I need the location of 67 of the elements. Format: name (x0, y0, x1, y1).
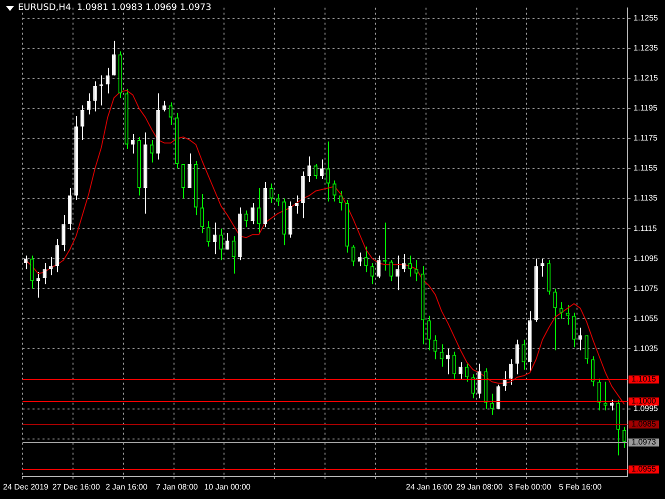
candlestick (80, 104, 84, 140)
candlestick (553, 288, 557, 351)
candlestick (49, 256, 53, 276)
y-tick-label: 1.1055 (634, 314, 659, 323)
x-tick-label: 24 Dec 2019 (3, 482, 49, 492)
y-tick-label: 1.1255 (634, 14, 659, 23)
candlestick (572, 312, 576, 348)
x-tick-label: 29 Jan 08:00 (456, 482, 504, 492)
candlestick (332, 180, 336, 202)
ref-line-label: 1.0985 (632, 420, 657, 429)
candlestick (471, 374, 476, 399)
candlestick (590, 356, 595, 387)
candlestick (364, 246, 368, 273)
candlestick (458, 362, 462, 380)
x-tick-label: 10 Jan 00:00 (204, 482, 252, 492)
y-tick-label: 1.1035 (634, 344, 659, 353)
x-tick-label: 7 Jan 08:00 (156, 482, 198, 492)
y-tick-label: 1.1115 (634, 224, 658, 233)
candlestick (320, 158, 324, 180)
candlestick (168, 102, 173, 126)
candlestick (490, 393, 494, 416)
candlestick (622, 426, 626, 448)
chart-title: EURUSD,H4 1.0981 1.0983 1.0969 1.0973 (18, 3, 212, 13)
candlestick (446, 348, 450, 375)
candlestick (314, 164, 318, 180)
candlestick (352, 244, 356, 267)
candlestick (250, 202, 254, 225)
candlestick (206, 220, 210, 248)
x-tick-label: 27 Dec 16:00 (52, 482, 100, 492)
candlestick (427, 315, 431, 351)
y-tick-label: 1.1195 (634, 104, 658, 113)
candlestick (112, 40, 116, 76)
candlestick (30, 255, 34, 290)
candlestick (440, 344, 444, 368)
y-tick-label: 1.1175 (634, 134, 658, 143)
ref-line-label: 1.0955 (632, 464, 657, 474)
ref-line-label: 1.1000 (632, 396, 657, 406)
y-tick-label: 1.1235 (634, 44, 659, 53)
y-tick-label: 1.1155 (634, 164, 658, 173)
y-tick-label: 1.1215 (634, 74, 659, 83)
candlestick (478, 363, 482, 399)
ref-line-label: 1.1015 (632, 374, 657, 384)
candlestick (256, 188, 261, 234)
y-tick-label: 1.0995 (634, 404, 659, 414)
candlestick (509, 358, 513, 386)
candlestick (522, 339, 526, 370)
x-tick-label: 24 Jan 16:00 (406, 482, 453, 492)
candlestick (408, 255, 412, 278)
candlestick (42, 262, 46, 285)
y-tick-label: 1.1135 (634, 194, 658, 203)
candlestick (414, 260, 418, 282)
x-tick-label: 2 Jan 16:00 (106, 482, 148, 492)
candlestick (604, 381, 608, 411)
candlestick (62, 214, 66, 252)
x-tick-label: 3 Feb 00:00 (508, 482, 552, 492)
y-tick-label: 1.1075 (634, 284, 659, 293)
candlestick (540, 258, 544, 278)
candlestick (106, 67, 110, 94)
candlestick (396, 255, 400, 291)
candlestick (376, 255, 380, 279)
x-tick-label: 5 Feb 16:00 (558, 482, 602, 492)
y-tick-label: 1.1095 (634, 254, 659, 263)
candlestick (219, 228, 223, 261)
candlestick (270, 183, 274, 204)
ref-line-label: 1.0973 (632, 438, 657, 447)
candlestick (559, 302, 564, 320)
candlestick (93, 80, 97, 112)
